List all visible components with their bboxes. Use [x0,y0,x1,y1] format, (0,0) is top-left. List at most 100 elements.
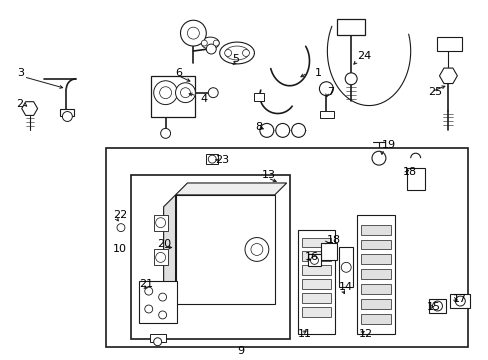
Circle shape [345,73,356,85]
Circle shape [208,155,216,163]
Text: 9: 9 [237,346,244,356]
Circle shape [242,50,249,57]
Circle shape [117,224,124,231]
Text: 5: 5 [232,54,239,64]
Text: 7: 7 [326,87,334,97]
Circle shape [319,82,333,96]
Circle shape [180,88,190,98]
Circle shape [155,218,165,228]
Bar [153,249,167,265]
Bar [321,243,337,260]
Bar [150,76,195,117]
Bar [360,299,390,309]
Bar [153,215,167,231]
Text: 19: 19 [381,140,395,150]
Text: 6: 6 [175,68,182,78]
Bar [106,148,468,347]
Bar [301,238,331,247]
Bar [360,255,390,264]
Circle shape [160,87,171,99]
Circle shape [144,305,152,313]
Bar [406,168,424,190]
Text: 3: 3 [17,68,24,78]
Circle shape [275,123,289,137]
Text: 25: 25 [427,87,442,97]
Text: 11: 11 [297,329,311,339]
Text: 18: 18 [402,167,416,177]
Bar [356,215,394,334]
Text: 15: 15 [426,302,440,312]
Text: 16: 16 [304,252,318,262]
Circle shape [201,40,207,46]
Circle shape [454,296,464,306]
Circle shape [144,287,152,295]
Bar [206,154,218,164]
Circle shape [206,44,216,54]
Bar [339,247,352,287]
Text: 4: 4 [200,94,207,104]
Polygon shape [175,183,286,195]
Text: 10: 10 [113,244,127,255]
Circle shape [341,262,350,272]
Circle shape [153,338,162,346]
Text: 14: 14 [339,282,353,292]
Bar [175,195,274,304]
Circle shape [213,40,219,46]
Ellipse shape [219,42,254,64]
Circle shape [180,20,206,46]
Polygon shape [163,195,175,316]
Circle shape [250,243,263,255]
Bar [149,334,165,342]
Bar [360,269,390,279]
Bar [307,255,321,266]
Circle shape [155,252,165,262]
Bar [360,225,390,235]
Circle shape [153,81,177,105]
Circle shape [187,27,199,39]
Text: 20: 20 [156,239,170,249]
Bar [301,251,331,261]
Circle shape [208,88,218,98]
Bar [301,265,331,275]
Circle shape [244,238,268,261]
Circle shape [432,301,442,311]
Text: 24: 24 [356,51,370,61]
Text: 22: 22 [113,210,127,220]
Circle shape [291,123,305,137]
Ellipse shape [201,37,219,49]
Bar [301,279,331,289]
Text: 2: 2 [16,99,23,109]
Bar [360,314,390,324]
Circle shape [259,123,273,137]
Bar [360,284,390,294]
Bar [436,37,461,51]
Bar [337,19,365,35]
Circle shape [224,50,231,57]
Circle shape [175,83,195,103]
Text: 12: 12 [358,329,372,339]
Circle shape [158,311,166,319]
Bar [301,307,331,317]
Bar [427,299,446,313]
Text: 23: 23 [215,155,229,165]
Bar [61,109,74,117]
Bar [297,230,335,334]
Text: 8: 8 [254,122,262,132]
Bar [449,294,469,308]
Bar [320,111,334,118]
Ellipse shape [224,46,248,60]
Text: 18: 18 [325,234,340,244]
Bar [360,239,390,249]
Circle shape [161,129,170,138]
Bar [131,175,289,339]
Bar [301,293,331,303]
Text: 13: 13 [262,170,275,180]
Bar [139,281,176,323]
Text: 1: 1 [314,68,321,78]
Bar [253,93,264,100]
Circle shape [371,151,385,165]
Circle shape [310,256,318,264]
Circle shape [62,112,72,121]
Text: 21: 21 [139,279,153,289]
Circle shape [158,293,166,301]
